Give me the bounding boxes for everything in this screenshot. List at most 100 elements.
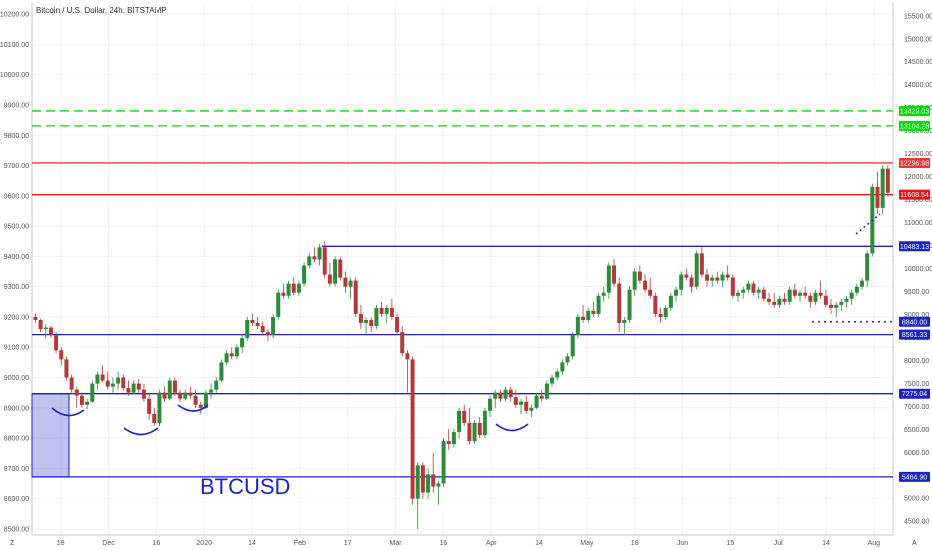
right-tick-label: 11500.00 — [904, 197, 932, 204]
candle-body — [550, 377, 555, 384]
candle-body — [472, 422, 477, 442]
candle-body — [792, 289, 797, 296]
candle-body — [555, 371, 560, 378]
candle-body — [167, 380, 172, 399]
candle-body — [121, 377, 126, 389]
candle-body — [834, 304, 839, 308]
annotation-text: BTCUSD — [200, 474, 290, 499]
candle-body — [462, 410, 467, 423]
candle-body — [865, 253, 870, 281]
left-tick-label: 9300.00 — [4, 284, 29, 291]
candle-body — [606, 265, 611, 293]
x-tick-label: 18 — [57, 540, 65, 547]
level-badge-label: 8840.00 — [902, 319, 927, 326]
right-tick-label: 6500.00 — [904, 427, 929, 434]
candle-body — [534, 395, 539, 408]
candle-body — [767, 298, 772, 302]
candle-body — [384, 307, 389, 314]
right-tick-label: 15000.00 — [904, 36, 932, 43]
candle-body — [157, 392, 162, 423]
candle-body — [736, 292, 741, 296]
right-tick-label: 6000.00 — [904, 450, 929, 457]
candle-body — [209, 389, 214, 393]
candle-body — [271, 316, 276, 336]
candle-body — [162, 392, 167, 399]
right-tick-label: 7500.00 — [904, 381, 929, 388]
candle-body — [503, 389, 508, 399]
candle-body — [296, 283, 301, 293]
candle-body — [581, 316, 586, 320]
right-tick-label: 15500.00 — [904, 13, 932, 20]
candle-body — [612, 265, 617, 284]
candle-body — [281, 292, 286, 296]
candle-body — [415, 465, 420, 499]
candle-body — [803, 292, 808, 296]
candle-body — [715, 277, 720, 281]
candle-body — [353, 280, 358, 314]
candle-body — [400, 332, 405, 354]
left-tick-label: 9400.00 — [4, 254, 29, 261]
candle-body — [147, 398, 152, 414]
right-tick-label: 10000.00 — [904, 266, 932, 273]
candle-body — [808, 295, 813, 302]
candle-body — [524, 401, 529, 411]
candle-body — [772, 301, 777, 305]
candle-body — [813, 292, 818, 302]
left-tick-label: 9100.00 — [4, 345, 29, 352]
candle-body — [710, 277, 715, 281]
left-tick-label: 8900.00 — [4, 405, 29, 412]
candle-body — [684, 274, 689, 278]
candle-body — [95, 374, 100, 384]
candle-body — [85, 401, 90, 405]
right-tick-label: 12000.00 — [904, 174, 932, 181]
candle-body — [694, 253, 699, 287]
candle-body — [441, 441, 446, 484]
left-tick-label: 9700.00 — [4, 163, 29, 170]
candle-body — [38, 319, 43, 330]
level-badge — [899, 471, 930, 482]
candle-body — [379, 307, 384, 314]
candle-body — [829, 304, 834, 308]
level-badge — [899, 120, 930, 131]
left-tick-label: 10200.00 — [0, 12, 29, 19]
level-badge — [899, 316, 930, 327]
candle-body — [653, 295, 658, 314]
right-tick-label: 5000.00 — [904, 496, 929, 503]
candle-body — [198, 404, 203, 408]
left-tick-label: 8700.00 — [4, 466, 29, 473]
right-tick-label: 12500.00 — [904, 151, 932, 158]
x-tick-label: 2020 — [196, 540, 212, 547]
x-tick-label: May — [580, 540, 594, 547]
candle-body — [426, 474, 431, 493]
range-box — [31, 393, 70, 478]
level-badge — [899, 241, 930, 252]
candle-body — [823, 295, 828, 305]
candle-body — [741, 289, 746, 293]
left-tick-label: 9500.00 — [4, 224, 29, 231]
left-tick-label: 9600.00 — [4, 193, 29, 200]
candle-body — [265, 332, 270, 336]
level-badge-label: 13104.28 — [900, 123, 929, 130]
candle-body — [389, 307, 394, 317]
candle-body — [431, 474, 436, 487]
candle-body — [777, 298, 782, 305]
candle-body — [48, 327, 53, 336]
candle-body — [508, 389, 513, 398]
candle-body — [136, 383, 141, 390]
candle-body — [751, 283, 756, 293]
x-tick-label: Jul — [774, 540, 783, 547]
level-badge — [899, 388, 930, 399]
candle-body — [327, 274, 332, 284]
candle-body — [596, 295, 601, 314]
left-tick-label: 10100.00 — [0, 42, 29, 49]
candle-body — [787, 289, 792, 302]
right-tick-label: 13000.00 — [904, 128, 932, 135]
x-tick-label: 14 — [822, 540, 830, 547]
x-tick-label: Feb — [294, 540, 306, 547]
candle-body — [880, 168, 885, 208]
candle-body — [214, 380, 219, 390]
candle-body — [648, 289, 653, 296]
candle-body — [110, 383, 115, 387]
left-tick-label: 9000.00 — [4, 375, 29, 382]
